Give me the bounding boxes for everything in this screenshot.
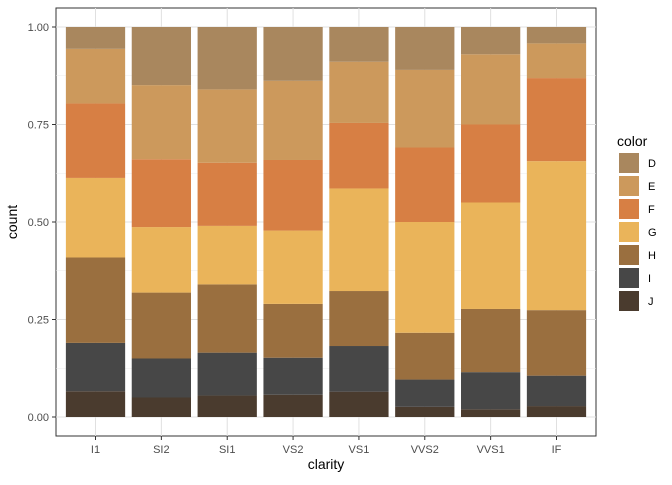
bar-segment-SI1-D (197, 27, 257, 90)
bar-segment-SI1-H (197, 284, 257, 353)
bar-segment-SI2-D (131, 27, 191, 86)
bar-segment-VS2-D (263, 27, 323, 81)
bar-segment-VVS1-E (461, 54, 521, 125)
bar-segment-VS2-G (263, 230, 323, 304)
x-tick-label: VS1 (349, 444, 370, 456)
bar-segment-SI1-J (197, 395, 257, 417)
bar-segment-SI1-I (197, 352, 257, 396)
bar-segment-SI2-G (131, 227, 191, 293)
bar-segment-IF-E (526, 43, 587, 79)
bar-segment-I1-F (65, 103, 126, 178)
x-tick-label: SI2 (153, 444, 170, 456)
bar-segment-VS2-E (263, 80, 323, 160)
x-tick-label: SI1 (219, 444, 236, 456)
bar-segment-VVS1-J (461, 409, 521, 417)
bar-segment-VS1-D (329, 27, 389, 62)
bar-segment-IF-G (526, 161, 587, 311)
bar-segment-VS2-F (263, 159, 323, 231)
bar-segment-SI2-H (131, 292, 191, 359)
bar-segment-SI2-E (131, 85, 191, 160)
legend-label-G: G (648, 227, 657, 239)
x-axis: I1 SI2 SI1 VS2 VS1 VVS2 VVS1 IF (91, 436, 562, 456)
bar-segment-I1-H (65, 257, 126, 343)
legend-key-I (619, 268, 639, 288)
bar-segment-IF-F (526, 78, 587, 162)
bar-segment-VVS2-D (395, 27, 455, 70)
bar-segment-VVS1-D (461, 27, 521, 55)
legend-label-H: H (648, 250, 656, 262)
x-tick-label: VVS2 (411, 444, 439, 456)
bar-segment-VVS2-G (395, 222, 455, 333)
y-tick-label: 1.00 (28, 22, 49, 34)
bar-segment-SI2-F (131, 159, 191, 228)
bar-segment-VVS2-H (395, 332, 455, 380)
x-tick-label: IF (552, 444, 562, 456)
bar-segment-IF-I (526, 375, 587, 407)
bar-segment-SI2-I (131, 358, 191, 398)
legend-key-G (619, 222, 639, 242)
bar-segment-I1-G (65, 177, 126, 258)
bar-segment-IF-J (526, 406, 587, 417)
legend-key-F (619, 199, 639, 219)
y-tick-label: 0.25 (28, 315, 49, 327)
bar-segment-VVS2-I (395, 379, 455, 407)
bar-segment-VS1-H (329, 291, 389, 347)
bar-segment-VS1-F (329, 122, 389, 189)
bar-segment-I1-D (65, 27, 126, 49)
x-axis-title: clarity (308, 456, 345, 472)
bar-segment-VS1-E (329, 61, 389, 123)
legend-key-J (619, 291, 639, 311)
bar-segment-VVS1-G (461, 202, 521, 309)
y-axis: 0.00 0.25 0.50 0.75 1.00 (28, 22, 56, 424)
bar-segment-I1-J (65, 391, 126, 417)
y-tick-label: 0.75 (28, 120, 49, 132)
legend-label-F: F (648, 204, 655, 216)
y-tick-label: 0.50 (28, 217, 49, 229)
bar-segment-SI1-E (197, 89, 257, 163)
legend-key-E (619, 176, 639, 196)
legend-label-E: E (648, 181, 655, 193)
x-tick-label: VVS1 (477, 444, 505, 456)
bar-segment-VS2-I (263, 357, 323, 395)
bar-segment-SI2-J (131, 397, 191, 417)
bar-segments (65, 27, 587, 417)
bar-segment-VS1-I (329, 346, 389, 392)
bar-segment-SI1-G (197, 225, 257, 285)
bar-segment-VVS1-H (461, 308, 521, 373)
bar-segment-IF-H (526, 310, 587, 376)
bar-segment-VVS2-J (395, 406, 455, 417)
bar-segment-VS2-H (263, 303, 323, 358)
x-tick-label: VS2 (283, 444, 304, 456)
y-tick-label: 0.00 (28, 412, 49, 424)
bar-segment-VS1-G (329, 188, 389, 292)
bar-segment-IF-D (526, 27, 587, 44)
bar-segment-I1-E (65, 48, 126, 104)
bar-segment-VVS1-I (461, 372, 521, 410)
bar-segment-SI1-F (197, 162, 257, 226)
x-tick-label: I1 (91, 444, 100, 456)
legend-key-H (619, 245, 639, 265)
legend-label-J: J (648, 296, 654, 308)
bar-segment-VVS1-F (461, 124, 521, 203)
legend-key-D (619, 153, 639, 173)
legend-label-D: D (648, 158, 656, 170)
bar-segment-VVS2-E (395, 69, 455, 148)
bar-segment-VS1-J (329, 391, 389, 417)
bar-segment-I1-I (65, 342, 126, 392)
bar-segment-VS2-J (263, 394, 323, 417)
legend-label-I: I (648, 273, 651, 285)
bar-segment-VVS2-F (395, 147, 455, 222)
y-axis-title: count (4, 205, 20, 239)
legend-title: color (617, 133, 648, 149)
